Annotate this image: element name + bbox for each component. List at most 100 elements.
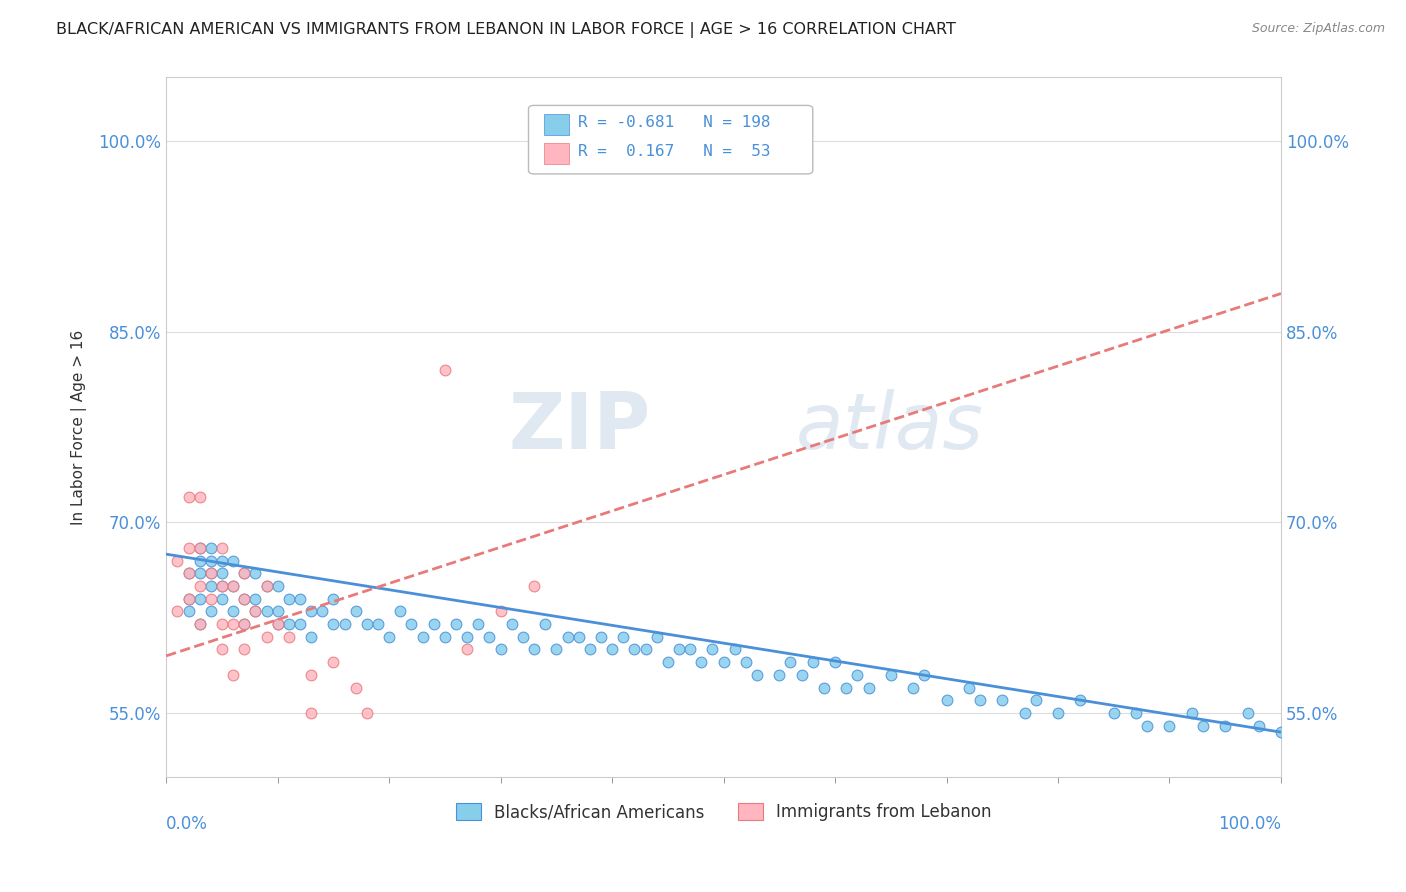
Point [200, 566, 222, 581]
Point [344, 604, 367, 618]
Point [512, 630, 534, 644]
Point [333, 617, 356, 632]
Y-axis label: In Labor Force | Age > 16: In Labor Force | Age > 16 [72, 329, 87, 524]
Point [200, 566, 222, 581]
Point [245, 604, 267, 618]
Point [523, 579, 546, 593]
Point [277, 617, 299, 632]
Point [177, 490, 200, 504]
Point [166, 553, 188, 567]
Point [211, 553, 233, 567]
Point [456, 642, 478, 657]
Point [288, 617, 311, 632]
Point [188, 591, 211, 606]
Point [813, 681, 835, 695]
Point [467, 617, 489, 632]
Point [779, 655, 801, 669]
Point [801, 655, 824, 669]
Point [211, 579, 233, 593]
Point [256, 579, 278, 593]
Point [568, 630, 591, 644]
Point [1181, 706, 1204, 720]
Point [344, 681, 367, 695]
Point [211, 591, 233, 606]
Point [288, 591, 311, 606]
Point [367, 617, 389, 632]
Text: 100.0%: 100.0% [1218, 815, 1281, 833]
Point [1270, 725, 1292, 739]
Point [423, 617, 446, 632]
Point [277, 630, 299, 644]
Point [267, 604, 290, 618]
Text: atlas: atlas [796, 389, 984, 465]
Point [211, 617, 233, 632]
Point [991, 693, 1014, 707]
Point [645, 630, 668, 644]
Text: R = -0.681   N = 198: R = -0.681 N = 198 [578, 115, 770, 129]
Point [790, 668, 813, 682]
Point [880, 668, 903, 682]
Point [188, 553, 211, 567]
Point [534, 617, 557, 632]
Point [311, 604, 333, 618]
Point [444, 617, 467, 632]
Point [299, 668, 322, 682]
Point [612, 630, 634, 644]
Point [957, 681, 980, 695]
Point [668, 642, 690, 657]
Point [1025, 693, 1047, 707]
Point [690, 655, 713, 669]
Point [969, 693, 991, 707]
Point [456, 630, 478, 644]
Point [277, 591, 299, 606]
Point [299, 630, 322, 644]
Point [233, 591, 256, 606]
Point [188, 579, 211, 593]
Point [188, 541, 211, 555]
Point [200, 541, 222, 555]
Point [1102, 706, 1125, 720]
Point [211, 566, 233, 581]
Point [412, 630, 434, 644]
Point [177, 566, 200, 581]
FancyBboxPatch shape [529, 105, 813, 174]
Point [245, 566, 267, 581]
Point [211, 579, 233, 593]
Point [679, 642, 702, 657]
Point [322, 591, 344, 606]
Point [222, 617, 245, 632]
Point [211, 541, 233, 555]
Point [634, 642, 657, 657]
Point [245, 604, 267, 618]
Point [768, 668, 790, 682]
Point [489, 642, 512, 657]
Point [378, 630, 401, 644]
Point [233, 617, 256, 632]
Point [222, 668, 245, 682]
Point [200, 591, 222, 606]
Point [356, 617, 378, 632]
Point [1136, 719, 1159, 733]
Point [200, 553, 222, 567]
Point [211, 642, 233, 657]
Point [478, 630, 501, 644]
FancyBboxPatch shape [544, 143, 568, 164]
Point [824, 655, 846, 669]
Point [523, 642, 546, 657]
Point [322, 617, 344, 632]
Point [1014, 706, 1036, 720]
Text: BLACK/AFRICAN AMERICAN VS IMMIGRANTS FROM LEBANON IN LABOR FORCE | AGE > 16 CORR: BLACK/AFRICAN AMERICAN VS IMMIGRANTS FRO… [56, 22, 956, 38]
Point [256, 630, 278, 644]
Point [1213, 719, 1236, 733]
Point [256, 579, 278, 593]
Point [433, 630, 456, 644]
Point [1159, 719, 1181, 733]
Point [835, 681, 858, 695]
Text: Source: ZipAtlas.com: Source: ZipAtlas.com [1251, 22, 1385, 36]
Point [222, 604, 245, 618]
Point [233, 591, 256, 606]
Point [267, 579, 290, 593]
Point [389, 604, 412, 618]
Point [489, 604, 512, 618]
Point [256, 604, 278, 618]
